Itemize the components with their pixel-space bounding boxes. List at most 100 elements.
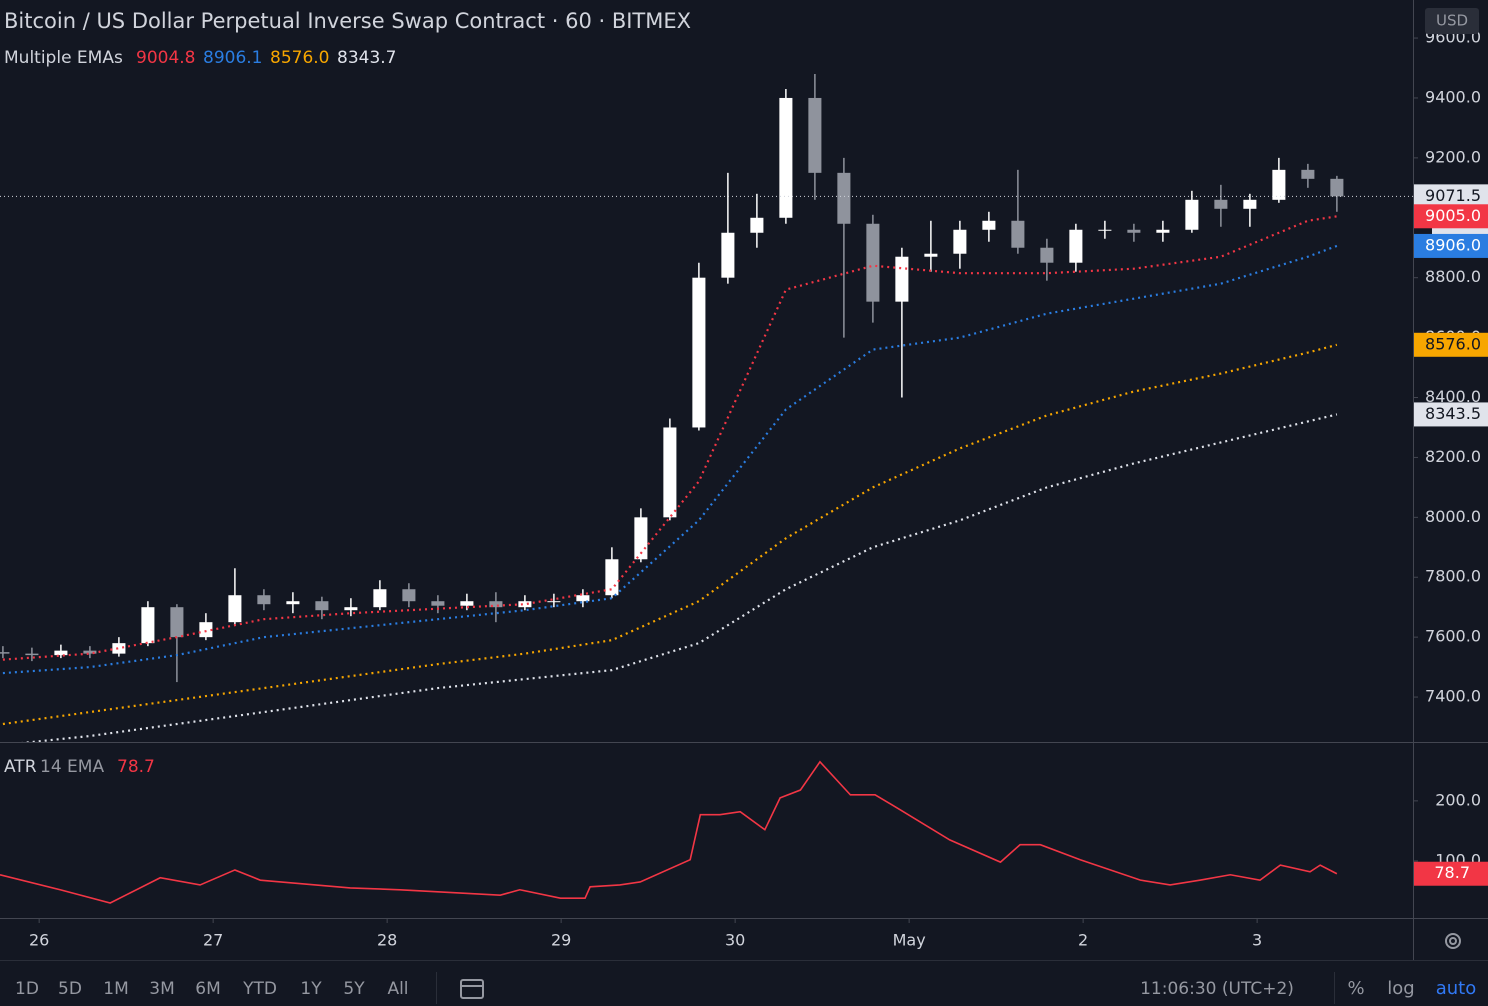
- candle-body: [0, 652, 10, 654]
- ema-legend-value: 8343.7: [337, 48, 396, 68]
- candle-body: [547, 601, 561, 603]
- currency[interactable]: USD: [1436, 12, 1468, 30]
- candle-body: [518, 601, 532, 608]
- candle-body: [1069, 229, 1083, 263]
- x-tick-label: 26: [29, 931, 49, 950]
- candle-body: [663, 427, 677, 518]
- ema-legend-name: Multiple EMAs: [4, 48, 123, 68]
- candle-body: [141, 607, 155, 644]
- range-button[interactable]: 3M: [149, 979, 174, 999]
- y-tick-label: 200.0: [1435, 790, 1481, 809]
- x-tick-label: 3: [1252, 931, 1262, 950]
- candle-body: [489, 601, 503, 608]
- candle-body: [1243, 199, 1257, 209]
- atr-legend-params: 14 EMA: [40, 757, 104, 777]
- candle-body: [257, 595, 271, 605]
- ema-line: [2, 215, 1338, 661]
- range-button[interactable]: 5D: [58, 979, 82, 999]
- candle-body: [83, 650, 97, 654]
- candle-body: [576, 595, 590, 602]
- y-tick-label: 7400.0: [1425, 687, 1481, 706]
- range-button[interactable]: YTD: [242, 979, 277, 999]
- candle-body: [1098, 229, 1112, 231]
- price-label: 9005.0: [1425, 206, 1481, 225]
- candle-body: [373, 589, 387, 608]
- x-tick-label: 29: [551, 931, 571, 950]
- candle-body: [228, 595, 242, 623]
- ema-legend-value: 8906.1: [203, 48, 262, 68]
- price-label-box: [1414, 204, 1488, 229]
- y-tick-label: 7600.0: [1425, 627, 1481, 646]
- candle-body: [1301, 169, 1315, 179]
- candle-body: [779, 97, 793, 218]
- atr-legend-value: 78.7: [117, 757, 155, 777]
- candle-body: [460, 601, 474, 606]
- candle-body: [982, 220, 996, 230]
- y-tick-label: 8800.0: [1425, 267, 1481, 286]
- y-tick-label: 9400.0: [1425, 87, 1481, 106]
- range-button[interactable]: 1Y: [300, 979, 322, 999]
- range-button[interactable]: All: [387, 979, 408, 999]
- ema-line: [2, 343, 1338, 726]
- atr-line: [0, 760, 1338, 904]
- scale-option[interactable]: auto: [1436, 978, 1477, 999]
- price-label-box: [1414, 332, 1488, 357]
- range-button[interactable]: 1M: [103, 979, 128, 999]
- candle-body: [721, 232, 735, 278]
- scale-option[interactable]: log: [1387, 978, 1414, 999]
- clock[interactable]: 11:06:30 (UTC+2): [1140, 979, 1294, 999]
- candle-body: [402, 589, 416, 602]
- candle-body: [1330, 178, 1344, 197]
- candle-body: [25, 653, 39, 656]
- candle-body: [1127, 229, 1141, 233]
- candle-body: [953, 229, 967, 254]
- candle-body: [1185, 199, 1199, 230]
- calendar-icon[interactable]: [460, 979, 484, 999]
- candle-body: [54, 650, 68, 656]
- price-label-box: [1414, 402, 1488, 427]
- range-button[interactable]: 5Y: [343, 979, 365, 999]
- price-label: 8576.0: [1425, 334, 1481, 353]
- candle-body: [112, 643, 126, 654]
- range-button[interactable]: 6M: [195, 979, 220, 999]
- candle-body: [431, 601, 445, 606]
- candle-body: [750, 217, 764, 233]
- candle-body: [1272, 169, 1286, 200]
- atr-legend-name: ATR: [4, 757, 37, 777]
- x-tick-label: 30: [725, 931, 745, 950]
- range-button[interactable]: 1D: [15, 979, 39, 999]
- x-tick-label: 28: [377, 931, 397, 950]
- ema-line: [2, 244, 1338, 675]
- y-tick-label: 7800.0: [1425, 567, 1481, 586]
- candle-body: [286, 601, 300, 605]
- price-pane: [0, 73, 1344, 742]
- last-price-label: 9071.5: [1425, 186, 1481, 205]
- x-tick-label: 2: [1078, 931, 1088, 950]
- x-tick-label: May: [893, 931, 926, 950]
- scale-option[interactable]: %: [1347, 978, 1364, 999]
- atr-pane: [0, 760, 1338, 904]
- atr-last-label: 78.7: [1434, 863, 1470, 882]
- y-tick-label: 8200.0: [1425, 447, 1481, 466]
- currency-box[interactable]: [1425, 8, 1479, 34]
- x-tick-label: 27: [203, 931, 223, 950]
- y-tick-label: 8000.0: [1425, 507, 1481, 526]
- candle-body: [692, 277, 706, 428]
- settings-icon[interactable]: [1445, 933, 1461, 949]
- candle-body: [344, 607, 358, 611]
- y-tick-label: 8400.0: [1425, 387, 1481, 406]
- candle-body: [1156, 229, 1170, 233]
- price-label-box: [1414, 233, 1488, 258]
- candle-body: [605, 559, 619, 596]
- candle-body: [808, 97, 822, 173]
- candle-body: [924, 253, 938, 257]
- atr-last-box: [1414, 861, 1488, 886]
- candle-body: [315, 601, 329, 611]
- price-label: 8906.0: [1425, 235, 1481, 254]
- candle-body: [866, 223, 880, 302]
- candle-body: [199, 622, 213, 638]
- y-tick-label: 9200.0: [1425, 147, 1481, 166]
- ema-line: [21, 413, 1338, 742]
